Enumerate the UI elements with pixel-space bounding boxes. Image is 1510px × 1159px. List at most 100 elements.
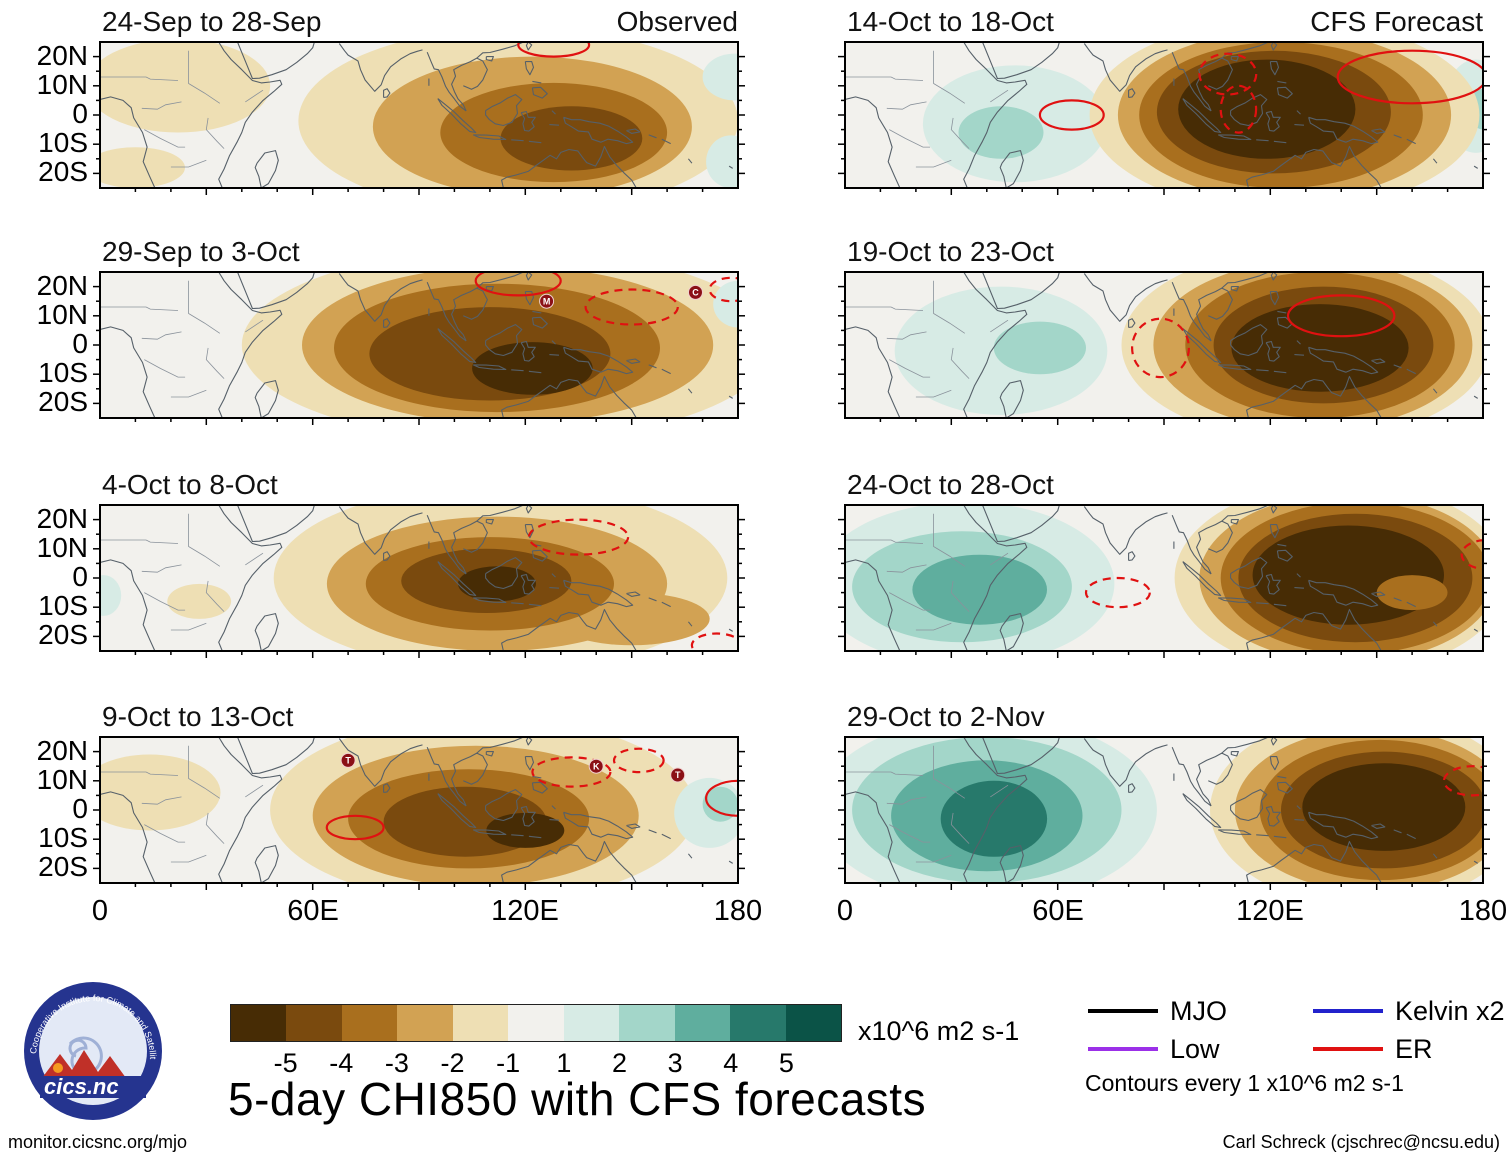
svg-text:K: K bbox=[593, 761, 600, 771]
red-contours bbox=[474, 272, 738, 326]
map-panel: T K T bbox=[93, 736, 745, 890]
colorbar-cell bbox=[785, 1005, 841, 1041]
map-panel bbox=[93, 504, 745, 658]
country-borders bbox=[845, 50, 1009, 168]
legend: MJO Kelvin x2 Low ER bbox=[1088, 992, 1508, 1068]
y-tick-label: 10N bbox=[36, 764, 88, 795]
y-tick-label: 20S bbox=[38, 386, 88, 417]
coastlines bbox=[100, 272, 733, 418]
svg-text:T: T bbox=[345, 756, 351, 766]
legend-item: Low bbox=[1088, 1034, 1313, 1065]
map-panel bbox=[838, 271, 1490, 425]
map-panel bbox=[93, 41, 745, 195]
site-url: monitor.cicsnc.org/mjo bbox=[8, 1132, 188, 1152]
logo-sun bbox=[53, 1063, 63, 1073]
coastlines bbox=[100, 42, 733, 188]
colorbar-label: 2 bbox=[611, 1048, 627, 1078]
x-tick-label: 120E bbox=[491, 895, 559, 927]
country-borders bbox=[100, 513, 264, 631]
y-tick-label: 10S bbox=[38, 357, 88, 388]
svg-text:M: M bbox=[543, 296, 551, 306]
colorbar-label: -3 bbox=[384, 1048, 409, 1078]
panel-title: 29-Sep to 3-Oct bbox=[102, 236, 300, 267]
y-tick-label: 20S bbox=[38, 156, 88, 187]
figure-title: 5-day CHI850 with CFS forecasts bbox=[228, 1073, 927, 1125]
panel-title: 24-Sep to 28-Sep bbox=[102, 6, 322, 37]
legend-swatch bbox=[1313, 1009, 1383, 1013]
red-contours bbox=[1442, 765, 1483, 797]
axis-ticks bbox=[93, 285, 745, 425]
coastlines bbox=[845, 737, 1478, 883]
colorbar-cell bbox=[452, 1005, 509, 1041]
legend-swatch bbox=[1088, 1047, 1158, 1051]
column-header: Observed bbox=[616, 6, 738, 37]
colorbar-cell bbox=[231, 1005, 287, 1041]
logo-spiral bbox=[68, 1036, 103, 1076]
panel-title: 24-Oct to 28-Oct bbox=[847, 469, 1054, 500]
coastlines bbox=[845, 272, 1478, 418]
legend-item: Kelvin x2 bbox=[1313, 996, 1510, 1027]
colorbar-cell bbox=[619, 1005, 675, 1041]
country-borders bbox=[100, 745, 264, 863]
colorbar-label: -4 bbox=[329, 1048, 354, 1078]
colorbar-cell bbox=[563, 1005, 620, 1041]
credit: Carl Schreck (cjschrec@ncsu.edu) bbox=[1222, 1132, 1500, 1152]
axis-ticks bbox=[838, 750, 1490, 890]
panel-title: 9-Oct to 13-Oct bbox=[102, 701, 294, 732]
x-tick-label: 60E bbox=[287, 895, 339, 927]
anomaly-fills bbox=[100, 505, 728, 651]
colorbar-cell bbox=[397, 1005, 453, 1041]
legend-item: ER bbox=[1313, 1034, 1510, 1065]
axis-ticks bbox=[838, 518, 1490, 658]
legend-label: Low bbox=[1170, 1033, 1220, 1064]
country-borders bbox=[845, 280, 1009, 398]
anomaly-fills bbox=[845, 505, 1483, 651]
cicsnc-logo: Cooperative Institute for Climate and Sa… bbox=[19, 972, 164, 1122]
coastlines bbox=[100, 505, 733, 651]
country-borders bbox=[100, 50, 264, 168]
logo-mountains bbox=[42, 1050, 126, 1078]
red-contours bbox=[1038, 49, 1483, 134]
colorbar-label: 5 bbox=[778, 1048, 794, 1078]
legend-item: MJO bbox=[1088, 996, 1313, 1027]
column-header: CFS Forecast bbox=[1310, 6, 1483, 37]
anomaly-fills bbox=[100, 42, 738, 188]
y-tick-label: 20N bbox=[36, 735, 88, 766]
colorbar-label: -2 bbox=[440, 1048, 465, 1078]
country-borders bbox=[100, 280, 264, 398]
colorbar-label: 3 bbox=[667, 1048, 683, 1078]
svg-text:C: C bbox=[692, 288, 699, 298]
coastlines bbox=[845, 505, 1478, 651]
map-panel bbox=[838, 504, 1490, 658]
panel-title: 4-Oct to 8-Oct bbox=[102, 469, 278, 500]
panel-title: 14-Oct to 18-Oct bbox=[847, 6, 1054, 37]
x-tick-label: 0 bbox=[836, 895, 854, 927]
colorbar bbox=[230, 1004, 842, 1042]
colorbar-label: -5 bbox=[273, 1048, 298, 1078]
contour-note: Contours every 1 x10^6 m2 s-1 bbox=[1085, 1070, 1404, 1096]
logo-text-band bbox=[40, 1076, 146, 1098]
x-tick-label: 60E bbox=[1032, 895, 1084, 927]
colorbar-cell bbox=[508, 1005, 564, 1041]
axis-ticks bbox=[93, 518, 745, 658]
y-tick-label: 20N bbox=[36, 40, 88, 71]
anomaly-fills bbox=[241, 272, 738, 418]
y-tick-label: 0 bbox=[72, 561, 88, 592]
x-tick-label: 120E bbox=[1236, 895, 1304, 927]
anomaly-fills bbox=[922, 42, 1483, 188]
country-borders bbox=[845, 513, 1009, 631]
map-panel-wrap bbox=[93, 41, 745, 195]
red-contours bbox=[325, 747, 738, 841]
y-tick-label: 10N bbox=[36, 69, 88, 100]
y-tick-label: 10S bbox=[38, 590, 88, 621]
colorbar-label: -1 bbox=[496, 1048, 521, 1078]
y-tick-label: 0 bbox=[72, 793, 88, 824]
map-panel-wrap bbox=[838, 271, 1490, 425]
storm-markers: MC bbox=[539, 284, 703, 309]
country-borders bbox=[845, 745, 1009, 863]
anomaly-fills bbox=[100, 737, 738, 883]
y-tick-label: 10N bbox=[36, 532, 88, 563]
colorbar-cell bbox=[286, 1005, 342, 1041]
panel-title: 29-Oct to 2-Nov bbox=[847, 701, 1045, 732]
